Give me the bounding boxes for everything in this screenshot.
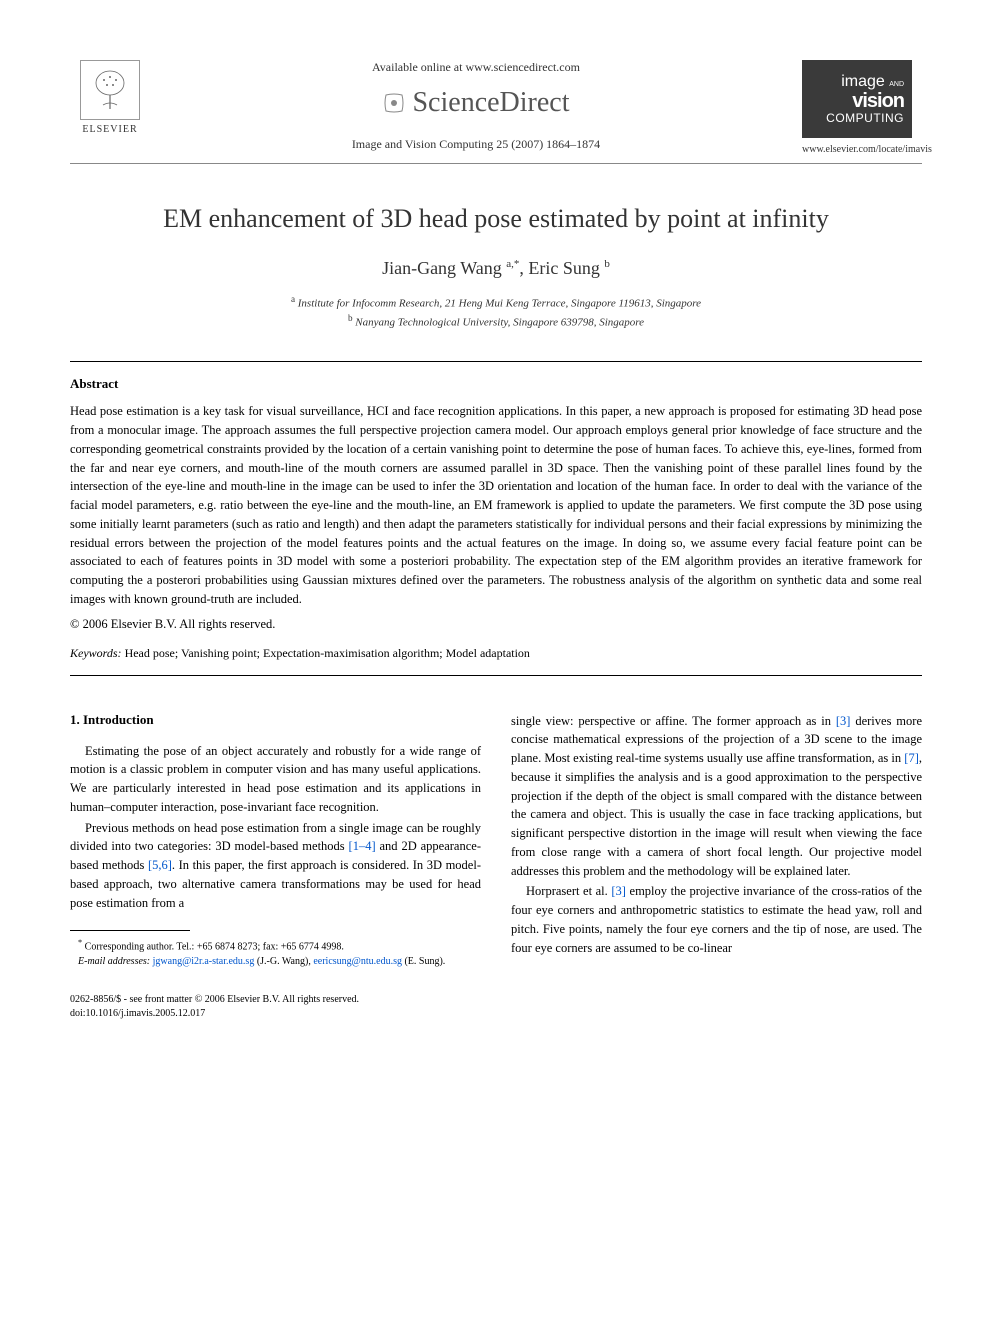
keywords-label: Keywords: — [70, 646, 122, 660]
affil-b: Nanyang Technological University, Singap… — [355, 317, 644, 329]
abstract-body: Head pose estimation is a key task for v… — [70, 402, 922, 608]
email-1-name: (J.-G. Wang), — [257, 956, 311, 967]
header-row: ELSEVIER Available online at www.science… — [70, 60, 922, 155]
ref-3a[interactable]: [3] — [836, 714, 851, 728]
sciencedirect-text: ScienceDirect — [412, 87, 569, 119]
abstract-text: Head pose estimation is a key task for v… — [70, 404, 922, 606]
article-title: EM enhancement of 3D head pose estimated… — [70, 204, 922, 234]
intro-p4: Horprasert et al. [3] employ the project… — [511, 882, 922, 957]
ref-7[interactable]: [7] — [904, 751, 919, 765]
ref-1-4[interactable]: [1–4] — [349, 839, 376, 853]
intro-p3a: single view: perspective or affine. The … — [511, 714, 836, 728]
intro-p1: Estimating the pose of an object accurat… — [70, 742, 481, 817]
footnote-emails: E-mail addresses: jgwang@i2r.a-star.edu.… — [70, 955, 481, 969]
header-divider — [70, 163, 922, 164]
abstract-top-rule — [70, 361, 922, 362]
author-1-name: Jian-Gang Wang — [382, 258, 502, 278]
author-2-name: Eric Sung — [528, 258, 600, 278]
available-online-text: Available online at www.sciencedirect.co… — [170, 60, 782, 75]
email-2-name: (E. Sung). — [404, 956, 445, 967]
corresponding-text: Corresponding author. Tel.: +65 6874 827… — [85, 942, 344, 953]
affil-a: Institute for Infocomm Research, 21 Heng… — [298, 298, 701, 310]
jl-vision: vision — [810, 90, 904, 112]
keywords-line: Keywords: Head pose; Vanishing point; Ex… — [70, 646, 922, 661]
abstract-heading: Abstract — [70, 376, 922, 392]
ref-3b[interactable]: [3] — [611, 884, 626, 898]
ref-5-6[interactable]: [5,6] — [148, 858, 172, 872]
jl-computing: COMPUTING — [810, 112, 904, 125]
abstract-copyright: © 2006 Elsevier B.V. All rights reserved… — [70, 617, 922, 632]
journal-logo-box: image AND vision COMPUTING www.elsevier.… — [802, 60, 922, 155]
journal-citation: Image and Vision Computing 25 (2007) 186… — [170, 137, 782, 152]
sciencedirect-icon — [382, 91, 406, 115]
body-columns: 1. Introduction Estimating the pose of a… — [70, 712, 922, 1021]
intro-heading: 1. Introduction — [70, 712, 481, 728]
left-column: 1. Introduction Estimating the pose of a… — [70, 712, 481, 1021]
elsevier-tree-icon — [80, 60, 140, 120]
elsevier-logo: ELSEVIER — [70, 60, 150, 150]
email-label: E-mail addresses: — [78, 956, 150, 967]
journal-url: www.elsevier.com/locate/imavis — [802, 144, 922, 155]
right-column: single view: perspective or affine. The … — [511, 712, 922, 1021]
footer-line1: 0262-8856/$ - see front matter © 2006 El… — [70, 993, 481, 1007]
affiliations: a Institute for Infocomm Research, 21 He… — [70, 293, 922, 331]
footer-block: 0262-8856/$ - see front matter © 2006 El… — [70, 993, 481, 1021]
intro-p3: single view: perspective or affine. The … — [511, 712, 922, 881]
email-1[interactable]: jgwang@i2r.a-star.edu.sg — [153, 956, 255, 967]
footnote-corresponding: * Corresponding author. Tel.: +65 6874 8… — [70, 937, 481, 954]
jl-and: AND — [889, 81, 904, 88]
authors-line: Jian-Gang Wang a,*, Eric Sung b — [70, 258, 922, 279]
intro-p3c: , because it simplifies the analysis and… — [511, 751, 922, 878]
intro-p2: Previous methods on head pose estimation… — [70, 819, 481, 913]
sciencedirect-logo: ScienceDirect — [170, 87, 782, 119]
center-header: Available online at www.sciencedirect.co… — [150, 60, 802, 152]
abstract-bottom-rule — [70, 675, 922, 676]
email-2[interactable]: eericsung@ntu.edu.sg — [313, 956, 402, 967]
footer-doi: doi:10.1016/j.imavis.2005.12.017 — [70, 1007, 481, 1021]
author-2-affil: b — [604, 258, 610, 270]
publisher-label: ELSEVIER — [82, 124, 137, 135]
keywords-text: Head pose; Vanishing point; Expectation-… — [125, 646, 530, 660]
jl-image: image — [841, 73, 885, 90]
author-1-affil: a,* — [506, 258, 519, 270]
journal-cover-logo: image AND vision COMPUTING — [802, 60, 912, 138]
footnote-rule — [70, 930, 190, 931]
intro-p4a: Horprasert et al. — [526, 884, 611, 898]
